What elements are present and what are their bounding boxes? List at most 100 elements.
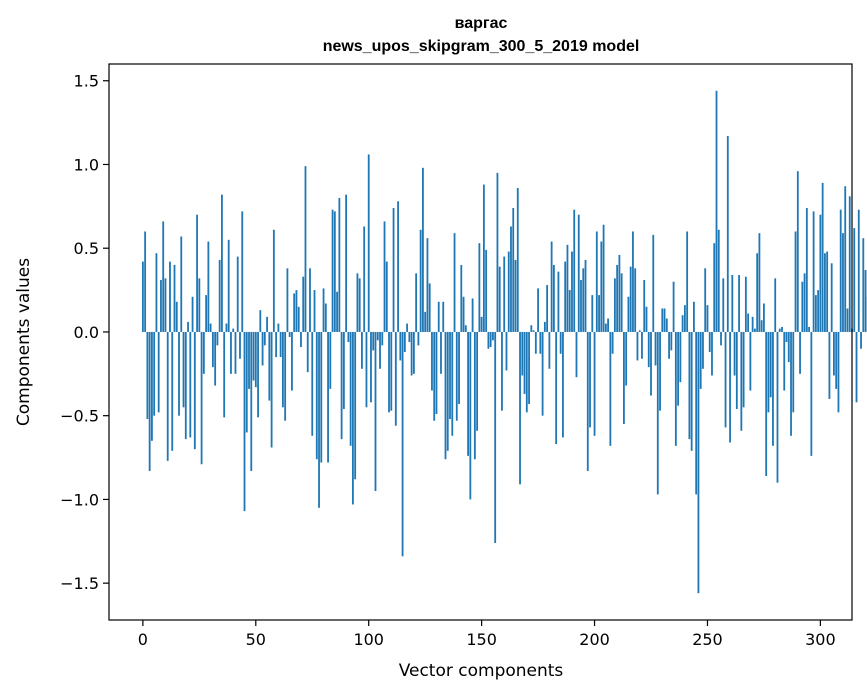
bar-61 <box>279 331 282 358</box>
bar-221 <box>641 331 643 359</box>
bar-167 <box>519 331 521 485</box>
bar-149 <box>478 243 481 332</box>
bar-98 <box>363 226 366 332</box>
bar-96 <box>358 278 361 332</box>
bar-94 <box>354 331 357 480</box>
bar-276 <box>765 331 768 476</box>
bar-176 <box>539 331 542 354</box>
bar-224 <box>647 331 650 368</box>
bar-69 <box>297 306 300 332</box>
bar-263 <box>735 331 738 409</box>
bar-66 <box>291 331 293 391</box>
bar-36 <box>223 331 226 418</box>
bar-185 <box>559 331 562 354</box>
bar-7 <box>157 331 160 413</box>
bar-100 <box>367 154 370 332</box>
bar-191 <box>573 209 576 332</box>
bar-79 <box>320 331 323 463</box>
bar-74 <box>309 268 311 332</box>
bar-295 <box>808 326 810 332</box>
bar-18 <box>182 331 185 408</box>
bar-258 <box>724 331 727 428</box>
bar-251 <box>708 331 711 353</box>
bar-139 <box>455 331 458 421</box>
bar-244 <box>693 301 695 332</box>
bar-48 <box>250 331 253 471</box>
bar-2 <box>146 331 149 420</box>
bar-166 <box>516 187 519 332</box>
bar-99 <box>365 331 368 408</box>
bar-242 <box>688 331 691 440</box>
bar-135 <box>446 331 449 451</box>
bar-173 <box>532 330 535 332</box>
bar-187 <box>564 261 567 332</box>
bar-128 <box>431 331 433 391</box>
bar-30 <box>209 323 212 332</box>
bar-175 <box>537 288 539 332</box>
y-axis-label: Components values <box>14 258 34 426</box>
bar-133 <box>442 301 445 332</box>
bar-286 <box>787 331 790 363</box>
bar-279 <box>772 331 774 446</box>
bar-207 <box>609 331 612 446</box>
bar-56 <box>268 331 271 401</box>
bar-159 <box>501 331 503 411</box>
bar-269 <box>749 331 752 391</box>
bar-229 <box>659 331 661 411</box>
bar-90 <box>345 194 348 332</box>
bar-272 <box>756 253 759 332</box>
bar-293 <box>803 273 806 332</box>
bar-153 <box>487 331 490 349</box>
bar-227 <box>654 331 657 366</box>
bar-222 <box>643 280 646 332</box>
bar-235 <box>672 281 675 332</box>
bar-201 <box>595 231 598 332</box>
bar-142 <box>462 296 465 332</box>
bar-155 <box>492 331 494 341</box>
bar-172 <box>530 325 533 332</box>
bar-32 <box>214 331 217 386</box>
bar-124 <box>422 167 424 332</box>
bar-319 <box>862 238 865 332</box>
bar-247 <box>699 331 702 389</box>
bar-93 <box>352 331 354 505</box>
bar-126 <box>426 238 429 332</box>
bar-216 <box>629 266 632 332</box>
bar-14 <box>173 264 176 332</box>
bar-240 <box>683 305 686 332</box>
bar-39 <box>230 331 232 374</box>
bar-184 <box>557 271 560 332</box>
bar-180 <box>548 331 551 369</box>
bar-88 <box>340 331 343 440</box>
bar-214 <box>625 331 628 386</box>
bar-164 <box>512 208 515 332</box>
bar-136 <box>449 331 451 420</box>
bar-179 <box>546 285 549 332</box>
bar-46 <box>245 331 248 433</box>
x-tick-label-100: 100 <box>353 630 384 649</box>
bar-42 <box>236 256 239 332</box>
bar-261 <box>731 275 734 332</box>
bar-168 <box>521 331 524 376</box>
y-tick-label-3: 0.0 <box>74 323 99 342</box>
bar-203 <box>600 241 603 332</box>
bar-305 <box>830 263 833 332</box>
y-tick-label-5: 1.0 <box>74 155 99 174</box>
bar-0 <box>141 261 144 332</box>
bar-87 <box>338 197 341 332</box>
bar-118 <box>408 331 411 342</box>
bar-11 <box>166 331 169 461</box>
y-axis: −1.5 −1.0 −0.5 0.0 0.5 1.0 1.5 <box>60 72 109 593</box>
bar-78 <box>318 331 320 508</box>
bar-141 <box>460 264 463 332</box>
x-tick-label-250: 250 <box>692 630 723 649</box>
bar-170 <box>525 331 528 413</box>
y-tick-label-6: 1.5 <box>74 72 99 91</box>
bar-130 <box>435 331 438 415</box>
bar-230 <box>661 308 664 332</box>
bar-197 <box>586 331 589 471</box>
chart-title-line-2: news_upos_skipgram_300_5_2019 model <box>323 38 640 55</box>
bar-313 <box>848 196 851 332</box>
bar-289 <box>794 231 797 332</box>
bar-270 <box>751 316 754 332</box>
